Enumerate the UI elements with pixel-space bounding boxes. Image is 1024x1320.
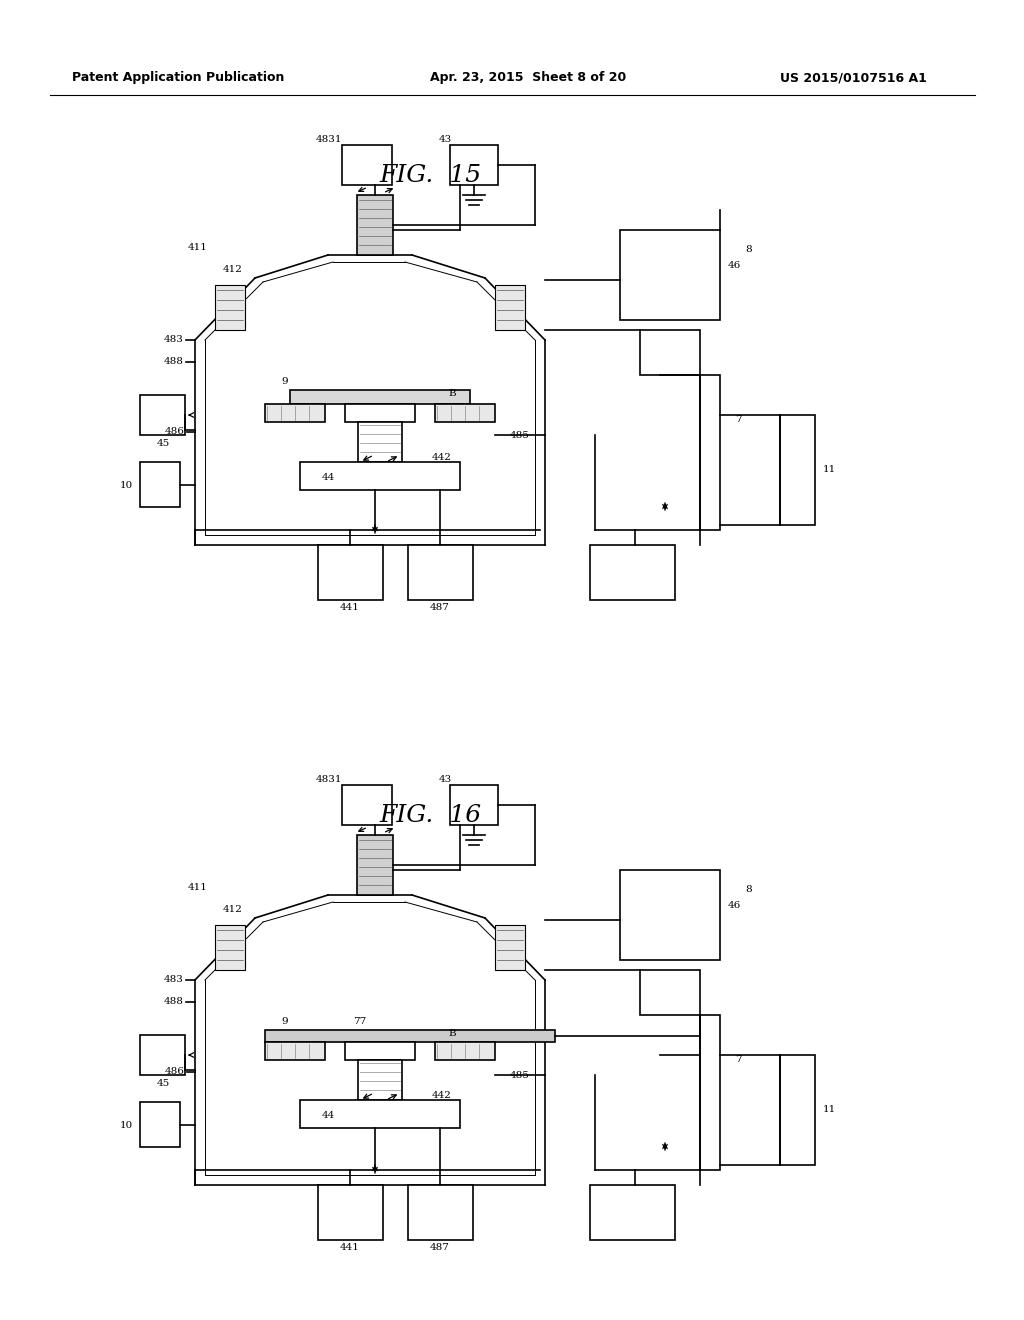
Text: 442: 442 xyxy=(432,1092,452,1101)
Bar xyxy=(590,1185,675,1239)
Text: 486: 486 xyxy=(165,428,185,437)
Text: 483: 483 xyxy=(164,975,184,985)
Bar xyxy=(345,404,415,422)
Text: 412: 412 xyxy=(223,906,243,915)
Bar xyxy=(342,145,392,185)
Text: 441: 441 xyxy=(340,1242,360,1251)
Text: 8: 8 xyxy=(745,246,752,255)
Text: 4831: 4831 xyxy=(315,776,342,784)
Bar xyxy=(495,925,525,970)
Bar xyxy=(450,145,498,185)
Text: 411: 411 xyxy=(188,243,208,252)
Bar xyxy=(345,1041,415,1060)
Bar xyxy=(300,462,460,490)
Text: B: B xyxy=(449,388,456,397)
Text: 43: 43 xyxy=(438,776,452,784)
Bar xyxy=(640,330,700,375)
Bar xyxy=(450,785,498,825)
Bar xyxy=(495,285,525,330)
Text: 485: 485 xyxy=(510,430,529,440)
Text: 9: 9 xyxy=(282,378,288,387)
Text: 77: 77 xyxy=(353,1018,367,1027)
Text: 441: 441 xyxy=(340,602,360,611)
Bar xyxy=(215,285,245,330)
Text: 46: 46 xyxy=(728,900,741,909)
Bar xyxy=(780,414,815,525)
Bar xyxy=(140,1102,180,1147)
Text: 44: 44 xyxy=(322,1111,335,1121)
Text: Apr. 23, 2015  Sheet 8 of 20: Apr. 23, 2015 Sheet 8 of 20 xyxy=(430,71,627,84)
Text: 486: 486 xyxy=(165,1068,185,1077)
Bar xyxy=(620,870,720,960)
Text: 485: 485 xyxy=(510,1071,529,1080)
Bar xyxy=(700,1015,720,1170)
Bar xyxy=(408,1185,473,1239)
Text: Patent Application Publication: Patent Application Publication xyxy=(72,71,285,84)
Text: 8: 8 xyxy=(745,886,752,895)
Text: 412: 412 xyxy=(223,265,243,275)
Text: 45: 45 xyxy=(157,1078,170,1088)
Text: 488: 488 xyxy=(164,358,184,367)
Text: 10: 10 xyxy=(120,480,133,490)
Text: 10: 10 xyxy=(120,1121,133,1130)
Text: FIG.  16: FIG. 16 xyxy=(379,804,481,826)
Text: 411: 411 xyxy=(188,883,208,892)
Bar xyxy=(342,785,392,825)
Bar xyxy=(265,1030,555,1041)
Bar xyxy=(300,1100,460,1129)
Text: 9: 9 xyxy=(282,1018,288,1027)
Text: 487: 487 xyxy=(430,1242,450,1251)
Text: 488: 488 xyxy=(164,998,184,1006)
Bar xyxy=(700,375,720,531)
Text: 4831: 4831 xyxy=(315,136,342,144)
Text: 11: 11 xyxy=(823,466,837,474)
Bar xyxy=(620,230,720,319)
Text: 442: 442 xyxy=(432,454,452,462)
Text: 11: 11 xyxy=(823,1106,837,1114)
Bar xyxy=(318,545,383,601)
Bar xyxy=(357,195,393,255)
Bar xyxy=(290,389,470,404)
Text: 43: 43 xyxy=(438,136,452,144)
Text: 7: 7 xyxy=(734,416,741,425)
Text: 487: 487 xyxy=(430,602,450,611)
Bar xyxy=(318,1185,383,1239)
Bar xyxy=(215,925,245,970)
Text: 45: 45 xyxy=(157,438,170,447)
Bar xyxy=(435,1041,495,1060)
Text: 46: 46 xyxy=(728,260,741,269)
Bar xyxy=(358,1060,402,1100)
Bar xyxy=(265,404,325,422)
Bar xyxy=(640,970,700,1015)
Bar xyxy=(408,545,473,601)
Bar xyxy=(435,404,495,422)
Bar xyxy=(265,1041,325,1060)
Bar xyxy=(358,422,402,462)
Text: 483: 483 xyxy=(164,335,184,345)
Text: B: B xyxy=(449,1028,456,1038)
Text: 7: 7 xyxy=(734,1056,741,1064)
Bar xyxy=(140,462,180,507)
Bar xyxy=(357,836,393,895)
Bar xyxy=(780,1055,815,1166)
Text: 44: 44 xyxy=(322,474,335,483)
Text: FIG.  15: FIG. 15 xyxy=(379,164,481,186)
Bar xyxy=(140,1035,185,1074)
Bar xyxy=(590,545,675,601)
Bar xyxy=(140,395,185,436)
Text: US 2015/0107516 A1: US 2015/0107516 A1 xyxy=(780,71,927,84)
